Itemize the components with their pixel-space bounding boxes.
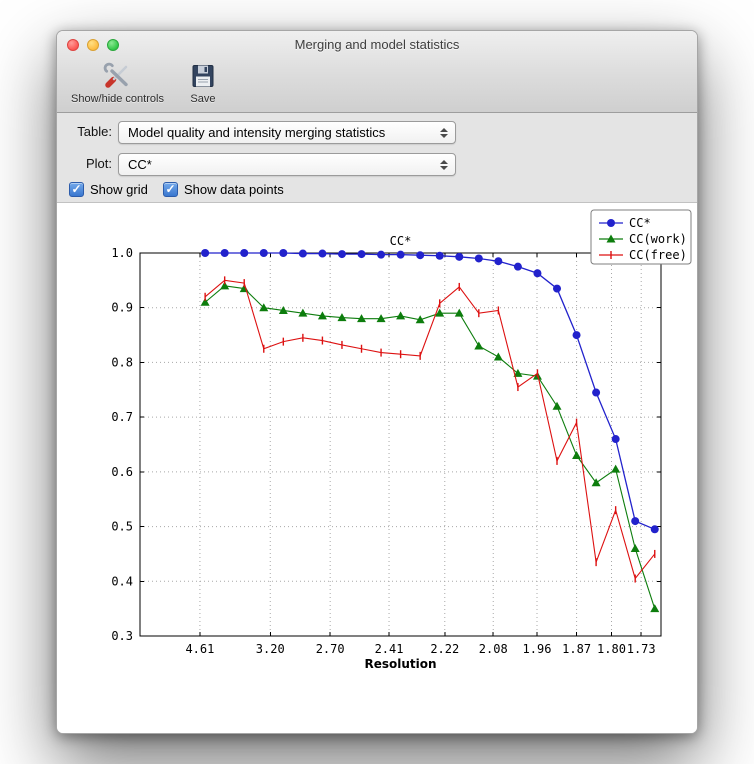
x-axis-label: Resolution [364, 657, 436, 671]
window-title: Merging and model statistics [294, 37, 460, 52]
x-tick-label: 2.41 [375, 642, 404, 656]
plot-popup-value: CC* [128, 157, 152, 172]
legend-entry-label: CC* [629, 216, 651, 230]
y-tick-label: 0.3 [111, 629, 133, 643]
show-hide-controls-button[interactable]: Show/hide controls [71, 60, 164, 105]
x-tick-label: 2.08 [479, 642, 508, 656]
save-icon [190, 60, 216, 92]
table-popup-menu[interactable]: Model quality and intensity merging stat… [118, 121, 456, 144]
toolbar: Show/hide controls Save [57, 59, 697, 105]
series-CC* [201, 249, 659, 534]
up-down-arrows-icon [440, 127, 448, 138]
legend-entry-label: CC(free) [629, 248, 687, 262]
toolbar-item-label: Show/hide controls [71, 93, 164, 105]
x-tick-label: 3.20 [256, 642, 285, 656]
y-tick-label: 0.7 [111, 410, 133, 424]
grid-lines [140, 253, 661, 636]
controls-panel: Table: Model quality and intensity mergi… [57, 113, 697, 203]
table-label: Table: [77, 124, 112, 139]
app-window: Merging and model statistics Show/hide c… [56, 30, 698, 734]
close-button[interactable] [67, 39, 79, 51]
y-tick-label: 0.8 [111, 355, 133, 369]
window-header: Merging and model statistics Show/hide c… [57, 31, 697, 113]
save-button[interactable]: Save [190, 60, 216, 105]
tools-icon [103, 60, 131, 92]
table-popup-value: Model quality and intensity merging stat… [128, 125, 386, 140]
chart-title: CC* [390, 234, 412, 248]
x-tick-label: 2.22 [430, 642, 459, 656]
up-down-arrows-icon [440, 159, 448, 170]
plot-area: 4.61 3.20 2.70 2.41 2.22 2.08 1.96 1.87 1.80 1.73… [57, 203, 697, 733]
checkbox-label: Show data points [184, 182, 284, 197]
toolbar-item-label: Save [190, 93, 216, 105]
check-icon: ✓ [163, 182, 178, 197]
traffic-lights [67, 39, 119, 51]
check-icon: ✓ [69, 182, 84, 197]
y-tick-label: 0.9 [111, 301, 133, 315]
x-tick-label: 2.70 [316, 642, 345, 656]
legend-entry-label: CC(work) [629, 232, 687, 246]
titlebar: Merging and model statistics [57, 31, 697, 59]
y-tick-label: 0.4 [111, 574, 133, 588]
checkbox-label: Show grid [90, 182, 148, 197]
minimize-button[interactable] [87, 39, 99, 51]
plot-popup-menu[interactable]: CC* [118, 153, 456, 176]
x-tick-label: 1.73 [627, 642, 656, 656]
series-CC(free) [204, 276, 656, 583]
y-tick-label: 1.0 [111, 246, 133, 260]
x-tick-label: 1.80 [597, 642, 626, 656]
x-tick-label: 4.61 [185, 642, 214, 656]
legend [590, 209, 692, 265]
plot-label: Plot: [85, 156, 112, 171]
statistics-chart: 4.61 3.20 2.70 2.41 2.22 2.08 1.96 1.87 1.80 1.73… [111, 209, 692, 671]
y-tick-label: 0.6 [111, 465, 133, 479]
x-tick-label: 1.87 [562, 642, 591, 656]
zoom-button[interactable] [107, 39, 119, 51]
y-tick-label: 0.5 [111, 520, 133, 534]
x-tick-label: 1.96 [523, 642, 552, 656]
checkbox-show-data-points[interactable]: ✓ Show data points [163, 182, 284, 197]
checkbox-show-grid[interactable]: ✓ Show grid [69, 182, 148, 197]
